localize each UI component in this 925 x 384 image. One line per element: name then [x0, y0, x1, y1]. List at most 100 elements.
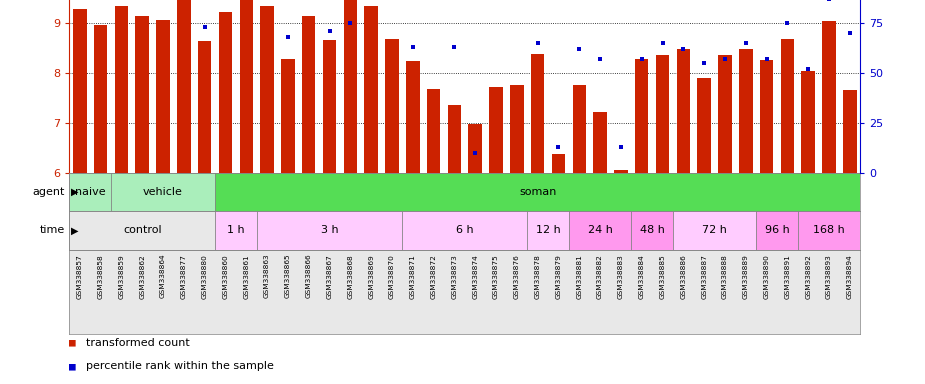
Text: GSM338867: GSM338867: [327, 254, 332, 299]
Point: [843, 30, 857, 36]
Bar: [343, 0, 357, 173]
Point: [697, 60, 711, 66]
Bar: [215, 173, 860, 211]
Text: naive: naive: [75, 187, 105, 197]
Text: 12 h: 12 h: [536, 225, 561, 235]
Text: GSM338888: GSM338888: [722, 254, 728, 299]
Text: GSM338893: GSM338893: [826, 254, 832, 299]
Text: 72 h: 72 h: [702, 225, 727, 235]
Bar: [426, 89, 440, 173]
Point: [780, 20, 795, 26]
Bar: [93, 25, 107, 173]
Bar: [531, 54, 545, 173]
Text: GSM338879: GSM338879: [556, 254, 561, 299]
Text: GSM338860: GSM338860: [223, 254, 228, 299]
Bar: [635, 59, 648, 173]
Text: ▶: ▶: [71, 225, 79, 235]
Bar: [718, 56, 732, 173]
Bar: [489, 87, 503, 173]
Text: GSM338870: GSM338870: [389, 254, 395, 299]
Bar: [402, 211, 527, 250]
Text: GSM338878: GSM338878: [535, 254, 540, 299]
Text: control: control: [123, 225, 162, 235]
Text: GSM338865: GSM338865: [285, 254, 290, 298]
Bar: [614, 170, 628, 173]
Point: [197, 24, 212, 30]
Text: 168 h: 168 h: [813, 225, 845, 235]
Bar: [756, 211, 797, 250]
Text: GSM338859: GSM338859: [118, 254, 124, 299]
Point: [655, 40, 670, 46]
Bar: [156, 20, 170, 173]
Text: 3 h: 3 h: [321, 225, 339, 235]
Bar: [781, 39, 795, 173]
Point: [343, 20, 358, 26]
Bar: [198, 41, 212, 173]
Text: GSM338873: GSM338873: [451, 254, 457, 299]
Bar: [510, 86, 524, 173]
Text: GSM338868: GSM338868: [348, 254, 353, 299]
Bar: [218, 12, 232, 173]
Text: GSM338863: GSM338863: [265, 254, 270, 298]
Text: GSM338891: GSM338891: [784, 254, 790, 299]
Bar: [569, 211, 631, 250]
Text: GSM338882: GSM338882: [598, 254, 603, 299]
Text: GSM338877: GSM338877: [181, 254, 187, 299]
Bar: [135, 16, 149, 173]
Point: [530, 40, 545, 46]
Text: 1 h: 1 h: [227, 225, 245, 235]
Text: GSM338884: GSM338884: [639, 254, 645, 299]
Text: GSM338857: GSM338857: [77, 254, 82, 299]
Bar: [260, 6, 274, 173]
Bar: [385, 39, 399, 173]
Point: [801, 66, 816, 72]
Bar: [631, 211, 672, 250]
Text: GSM338862: GSM338862: [140, 254, 145, 299]
Text: GSM338864: GSM338864: [160, 254, 166, 298]
Text: GSM338880: GSM338880: [202, 254, 207, 299]
Bar: [527, 211, 569, 250]
Bar: [257, 211, 402, 250]
Text: GSM338876: GSM338876: [514, 254, 520, 299]
Bar: [797, 211, 860, 250]
Text: vehicle: vehicle: [143, 187, 183, 197]
Text: GSM338866: GSM338866: [306, 254, 312, 298]
Point: [322, 28, 337, 34]
Text: GSM338890: GSM338890: [764, 254, 770, 299]
Bar: [801, 71, 815, 173]
Bar: [448, 106, 462, 173]
Text: time: time: [40, 225, 65, 235]
Text: ▶: ▶: [71, 187, 79, 197]
Bar: [69, 173, 111, 211]
Bar: [573, 86, 586, 173]
Bar: [672, 211, 756, 250]
Point: [572, 46, 586, 52]
Bar: [177, 0, 191, 173]
Point: [405, 44, 420, 50]
Text: GSM338892: GSM338892: [806, 254, 811, 299]
Point: [759, 56, 774, 62]
Point: [676, 46, 691, 52]
Bar: [656, 56, 670, 173]
Bar: [739, 50, 753, 173]
Text: GSM338887: GSM338887: [701, 254, 707, 299]
Text: agent: agent: [32, 187, 65, 197]
Text: GSM338874: GSM338874: [473, 254, 478, 299]
Text: GSM338881: GSM338881: [576, 254, 582, 299]
Point: [613, 144, 628, 150]
Text: 24 h: 24 h: [587, 225, 612, 235]
Text: 6 h: 6 h: [456, 225, 474, 235]
Text: percentile rank within the sample: percentile rank within the sample: [86, 361, 274, 371]
Bar: [759, 61, 773, 173]
Point: [593, 56, 608, 62]
Text: GSM338889: GSM338889: [743, 254, 748, 299]
Text: transformed count: transformed count: [86, 338, 190, 348]
Point: [468, 150, 483, 156]
Bar: [822, 20, 836, 173]
Text: GSM338858: GSM338858: [98, 254, 104, 299]
Text: GSM338883: GSM338883: [618, 254, 623, 299]
Point: [551, 144, 566, 150]
Bar: [697, 78, 711, 173]
Bar: [111, 173, 215, 211]
Bar: [240, 0, 253, 173]
